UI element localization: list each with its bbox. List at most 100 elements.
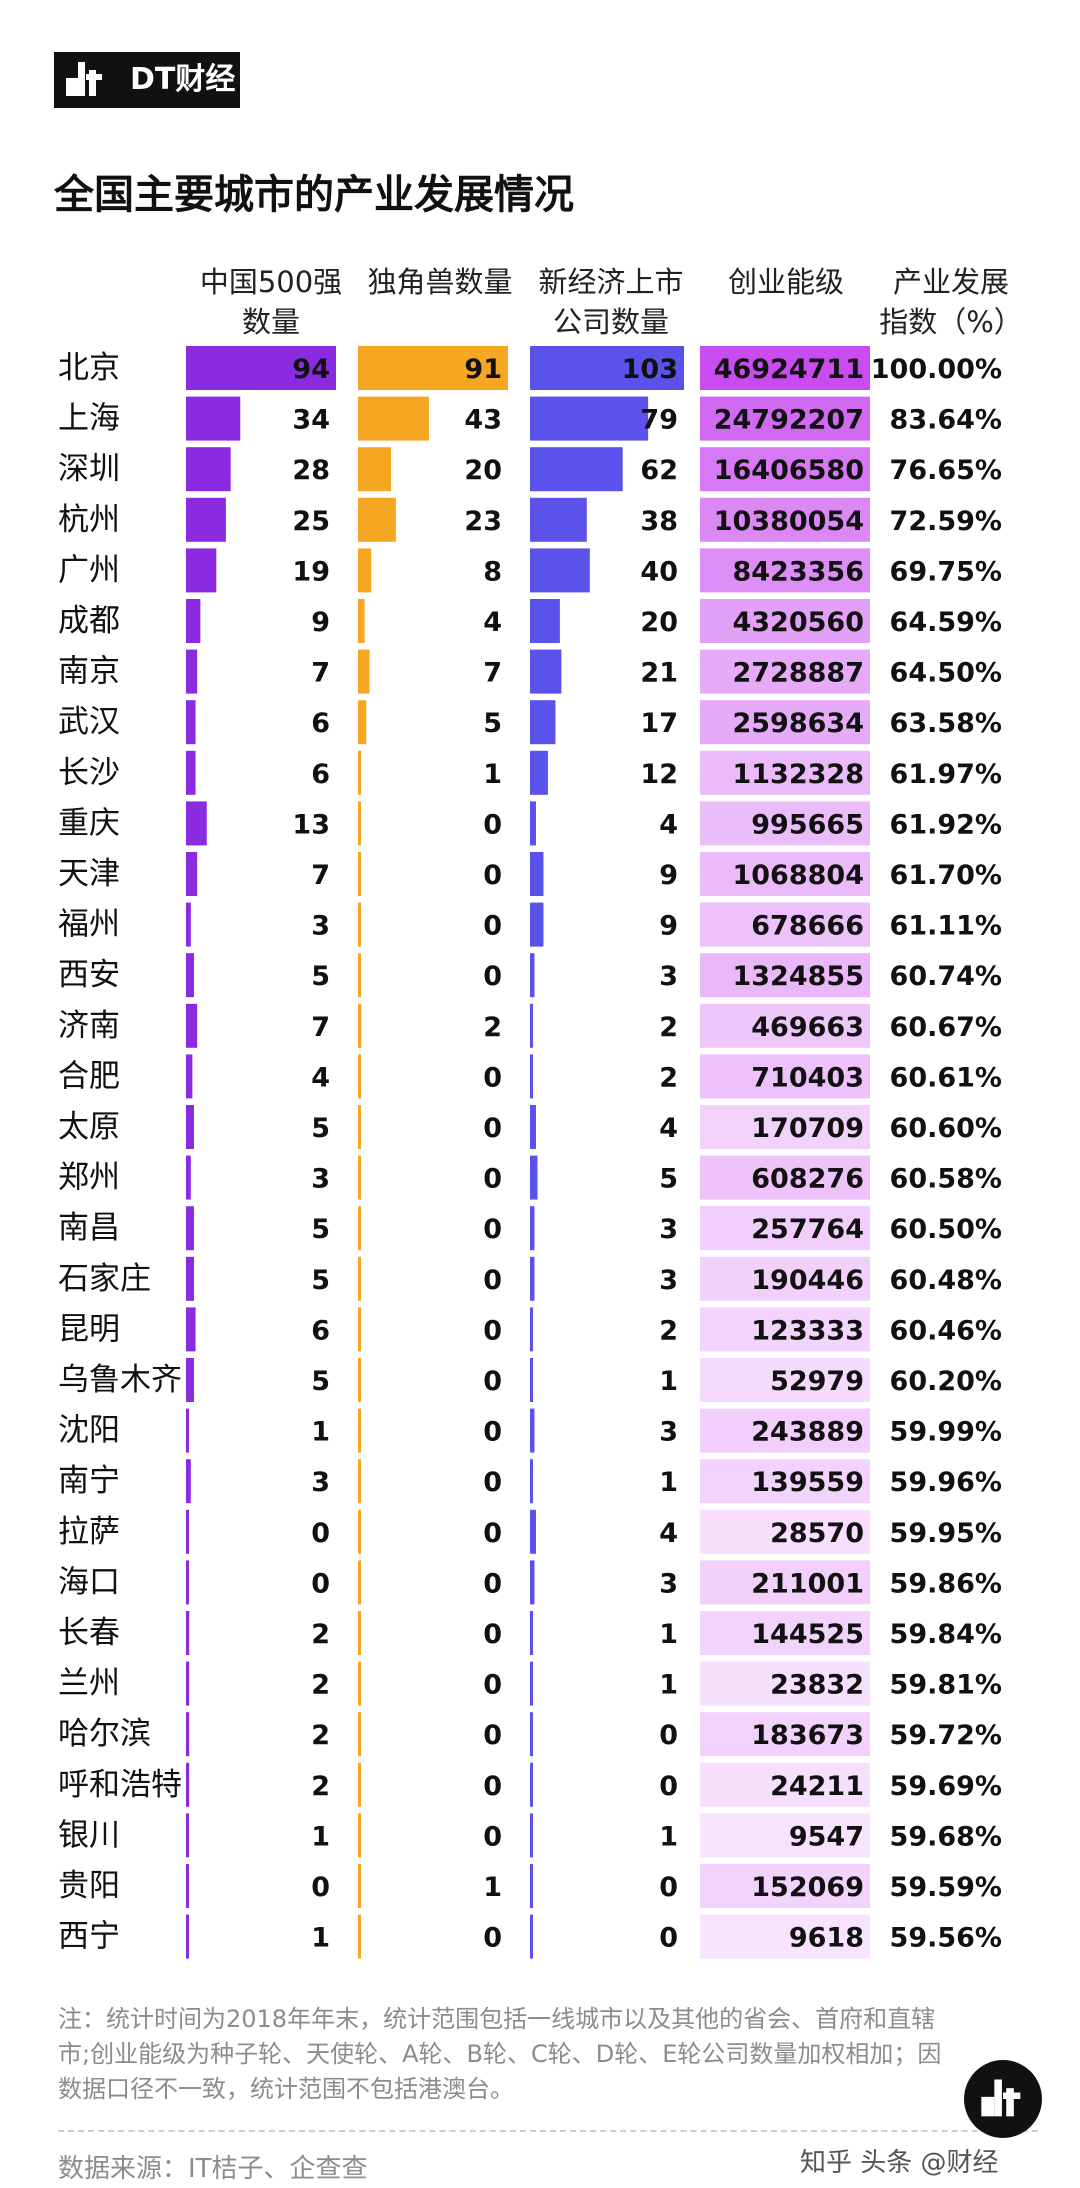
unicorns-value: 0 — [483, 1720, 502, 1751]
startup-cell — [700, 902, 870, 947]
unicorns-value: 0 — [483, 1923, 502, 1954]
fortune500-value: 1 — [311, 1821, 330, 1852]
unicorns-value: 2 — [483, 1012, 502, 1043]
index-value: 60.58% — [890, 1164, 1002, 1195]
listed-bar — [530, 447, 623, 492]
index-value: 61.11% — [890, 911, 1002, 942]
startup-cell — [700, 1509, 870, 1554]
listed-bar — [530, 1054, 533, 1099]
unicorns-bar — [358, 953, 361, 998]
fortune500-value: 2 — [311, 1670, 330, 1701]
fortune500-value: 5 — [311, 961, 330, 992]
startup-cell — [700, 953, 870, 998]
unicorns-value: 0 — [483, 1619, 502, 1650]
listed-value: 9 — [659, 860, 678, 891]
index-value: 60.46% — [890, 1315, 1002, 1346]
startup-cell — [700, 1003, 870, 1048]
fortune500-bar — [186, 1155, 191, 1200]
startup-cell — [700, 1054, 870, 1099]
city-label: 沈阳 — [58, 1413, 120, 1449]
city-label: 呼和浩特 — [58, 1767, 182, 1803]
fortune500-bar — [186, 1712, 190, 1757]
city-label: 西安 — [58, 957, 120, 993]
startup-cell — [700, 1459, 870, 1504]
startup-cell — [700, 1256, 870, 1301]
startup-value: 1324855 — [732, 961, 864, 992]
index-value: 64.50% — [890, 658, 1002, 689]
unicorns-bar — [358, 497, 396, 542]
startup-value: 123333 — [751, 1315, 864, 1346]
startup-cell — [700, 599, 870, 643]
data-source: 数据来源：IT桔子、企查查 — [58, 2154, 368, 2184]
unicorns-bar — [358, 1712, 361, 1757]
unicorns-value: 23 — [464, 506, 502, 537]
startup-value: 16406580 — [714, 455, 864, 486]
city-label: 重庆 — [58, 805, 120, 841]
listed-bar — [530, 1611, 533, 1655]
unicorns-bar — [358, 750, 361, 795]
unicorns-value: 43 — [464, 405, 502, 436]
startup-cell — [700, 1712, 870, 1757]
startup-value: 52979 — [770, 1366, 864, 1397]
unicorns-value: 5 — [483, 708, 502, 739]
fortune500-bar — [186, 1307, 196, 1352]
index-value: 69.75% — [890, 556, 1002, 587]
unicorns-value: 0 — [483, 809, 502, 840]
city-label: 南昌 — [58, 1210, 120, 1246]
fortune500-bar — [186, 1914, 189, 1959]
listed-bar — [530, 1307, 533, 1352]
unicorns-bar — [358, 1459, 361, 1504]
startup-value: 9618 — [789, 1923, 864, 1954]
index-value: 72.59% — [890, 506, 1002, 537]
unicorns-bar — [358, 1307, 361, 1352]
fortune500-bar — [186, 447, 231, 492]
index-value: 60.60% — [890, 1113, 1002, 1144]
fortune500-bar — [186, 1206, 194, 1251]
fortune500-bar — [186, 1054, 193, 1099]
index-value: 60.61% — [890, 1062, 1002, 1093]
startup-cell — [700, 1358, 870, 1402]
city-label: 太原 — [58, 1109, 120, 1145]
startup-value: 28570 — [770, 1518, 864, 1549]
fortune500-value: 0 — [311, 1872, 330, 1903]
unicorns-bar — [358, 396, 429, 441]
city-label: 乌鲁木齐 — [58, 1362, 182, 1398]
startup-cell — [700, 1611, 870, 1655]
listed-value: 3 — [659, 1568, 678, 1599]
unicorns-bar — [358, 1864, 361, 1908]
unicorns-value: 0 — [483, 1670, 502, 1701]
fortune500-bar — [186, 599, 201, 643]
index-value: 60.74% — [890, 961, 1002, 992]
listed-value: 0 — [659, 1720, 678, 1751]
city-label: 上海 — [58, 401, 120, 437]
listed-bar — [530, 1661, 533, 1706]
unicorns-value: 0 — [483, 911, 502, 942]
brand-name: DT财经 — [130, 62, 236, 97]
fortune500-bar — [186, 1560, 189, 1605]
header-unicorns: 独角兽数量 — [367, 265, 513, 299]
unicorns-bar — [358, 1054, 361, 1099]
index-value: 61.92% — [890, 809, 1002, 840]
fortune500-value: 5 — [311, 1214, 330, 1245]
unicorns-value: 0 — [483, 1771, 502, 1802]
listed-value: 21 — [640, 658, 678, 689]
city-label: 天津 — [58, 856, 120, 892]
fortune500-value: 3 — [311, 1467, 330, 1498]
fortune500-value: 0 — [311, 1568, 330, 1599]
unicorns-value: 0 — [483, 1113, 502, 1144]
unicorns-bar — [358, 447, 391, 492]
startup-cell — [700, 1206, 870, 1251]
listed-value: 4 — [659, 1518, 678, 1549]
unicorns-value: 8 — [483, 556, 502, 587]
footnote: 注：统计时间为2018年年末，统计范围包括一线城市以及其他的省会、首府和直辖市;… — [58, 2005, 942, 2103]
startup-cell — [700, 1560, 870, 1605]
fortune500-value: 94 — [292, 354, 330, 385]
listed-value: 9 — [659, 911, 678, 942]
fortune500-value: 5 — [311, 1113, 330, 1144]
startup-value: 469663 — [751, 1012, 864, 1043]
unicorns-value: 1 — [483, 1872, 502, 1903]
fortune500-value: 4 — [311, 1062, 330, 1093]
startup-cell — [700, 1813, 870, 1858]
unicorns-value: 7 — [483, 658, 502, 689]
fortune500-value: 5 — [311, 1366, 330, 1397]
